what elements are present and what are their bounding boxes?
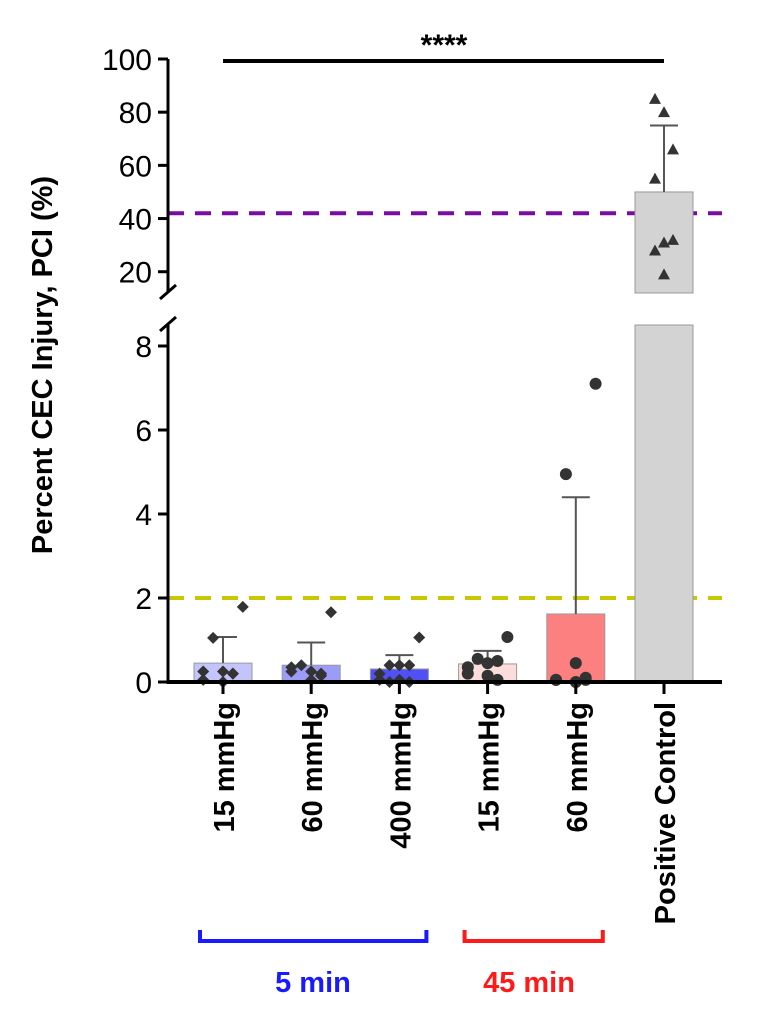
data-point xyxy=(667,233,679,245)
data-point xyxy=(481,669,494,682)
y-tick-label: 0 xyxy=(135,667,152,700)
y-axis-label: Percent CEC Injury, PCI (%) xyxy=(27,176,59,554)
data-point xyxy=(481,657,494,670)
data-point xyxy=(550,673,562,686)
data-point xyxy=(667,143,679,155)
y-tick-label: 4 xyxy=(135,499,152,532)
x-tick-label: 60 mmHg xyxy=(562,702,594,833)
data-point xyxy=(325,606,337,619)
data-point xyxy=(649,172,661,184)
data-point xyxy=(207,631,220,644)
data-point xyxy=(403,659,416,672)
data-point xyxy=(559,468,572,481)
data-point xyxy=(413,631,426,644)
data-point xyxy=(383,659,396,672)
group-label-5min: 5 min xyxy=(275,967,351,999)
data-point xyxy=(461,667,474,680)
data-point xyxy=(658,236,670,248)
data-point xyxy=(491,655,504,667)
bar xyxy=(546,613,606,683)
x-tick-label: Positive Control xyxy=(650,702,682,924)
y-tick-label: 6 xyxy=(135,415,152,448)
data-point xyxy=(649,92,661,104)
x-tick-label: 60 mmHg xyxy=(297,702,329,833)
axis-break-mark xyxy=(159,315,177,333)
axis-break-mark xyxy=(159,283,177,301)
data-point xyxy=(236,600,249,613)
data-point xyxy=(471,652,484,665)
data-point xyxy=(393,659,406,672)
x-tick-label: 15 mmHg xyxy=(209,702,241,833)
data-point xyxy=(373,667,386,680)
y-tick-label: 80 xyxy=(119,97,152,130)
data-point xyxy=(217,665,229,678)
significance-label: **** xyxy=(421,29,468,62)
data-point xyxy=(501,631,514,644)
y-tick-label: 8 xyxy=(135,331,152,364)
data-point xyxy=(295,659,308,672)
group-label-45min: 45 min xyxy=(483,967,575,999)
y-tick-label: 60 xyxy=(119,150,152,183)
data-point xyxy=(658,268,670,280)
x-tick-label: 400 mmHg xyxy=(385,702,417,849)
y-tick-label: 100 xyxy=(102,44,152,77)
data-point xyxy=(658,106,670,118)
x-tick-label: 15 mmHg xyxy=(474,702,506,833)
data-point xyxy=(649,244,661,256)
y-tick-label: 40 xyxy=(119,204,152,237)
data-point xyxy=(315,669,328,682)
group-bracket xyxy=(198,930,429,943)
data-point xyxy=(197,665,210,678)
data-point xyxy=(226,667,239,680)
group-bracket xyxy=(462,930,605,943)
data-point xyxy=(285,661,298,674)
data-point xyxy=(589,377,602,390)
y-tick-label: 20 xyxy=(119,257,152,290)
bar xyxy=(634,324,694,683)
y-tick-label: 2 xyxy=(135,583,152,616)
data-point xyxy=(569,657,582,670)
data-point xyxy=(305,665,318,678)
